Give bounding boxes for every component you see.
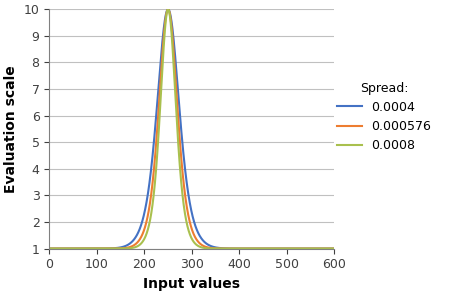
0.0004: [168, 17, 174, 20]
0.0004: [295, 247, 301, 250]
Line: 0.0008: 0.0008: [49, 9, 334, 249]
0.000576: [47, 247, 52, 250]
0.0008: [332, 247, 337, 250]
0.000576: [79, 247, 85, 250]
0.000576: [156, 107, 162, 111]
0.0008: [326, 247, 332, 250]
Line: 0.0004: 0.0004: [49, 9, 334, 249]
0.000576: [332, 247, 337, 250]
0.0008: [96, 247, 102, 250]
0.000576: [96, 247, 102, 250]
Line: 0.000576: 0.000576: [49, 9, 334, 249]
Y-axis label: Evaluation scale: Evaluation scale: [4, 65, 18, 193]
0.0008: [168, 26, 174, 29]
0.000576: [326, 247, 332, 250]
0.0008: [47, 247, 52, 250]
0.0008: [165, 7, 171, 11]
0.000576: [287, 247, 292, 250]
X-axis label: Input values: Input values: [143, 277, 240, 291]
0.0004: [326, 247, 332, 250]
Legend: 0.0004, 0.000576, 0.0008: 0.0004, 0.000576, 0.0008: [332, 76, 437, 157]
0.0004: [156, 84, 162, 87]
0.0008: [156, 131, 162, 135]
0.0004: [165, 7, 171, 11]
0.0004: [79, 247, 85, 250]
0.000576: [168, 21, 174, 24]
0.0004: [332, 247, 337, 250]
0.0004: [47, 247, 52, 250]
0.0008: [295, 247, 301, 250]
0.0008: [79, 247, 85, 250]
0.000576: [165, 7, 171, 11]
0.0004: [96, 247, 102, 250]
0.000576: [295, 247, 301, 250]
0.0004: [311, 247, 317, 250]
